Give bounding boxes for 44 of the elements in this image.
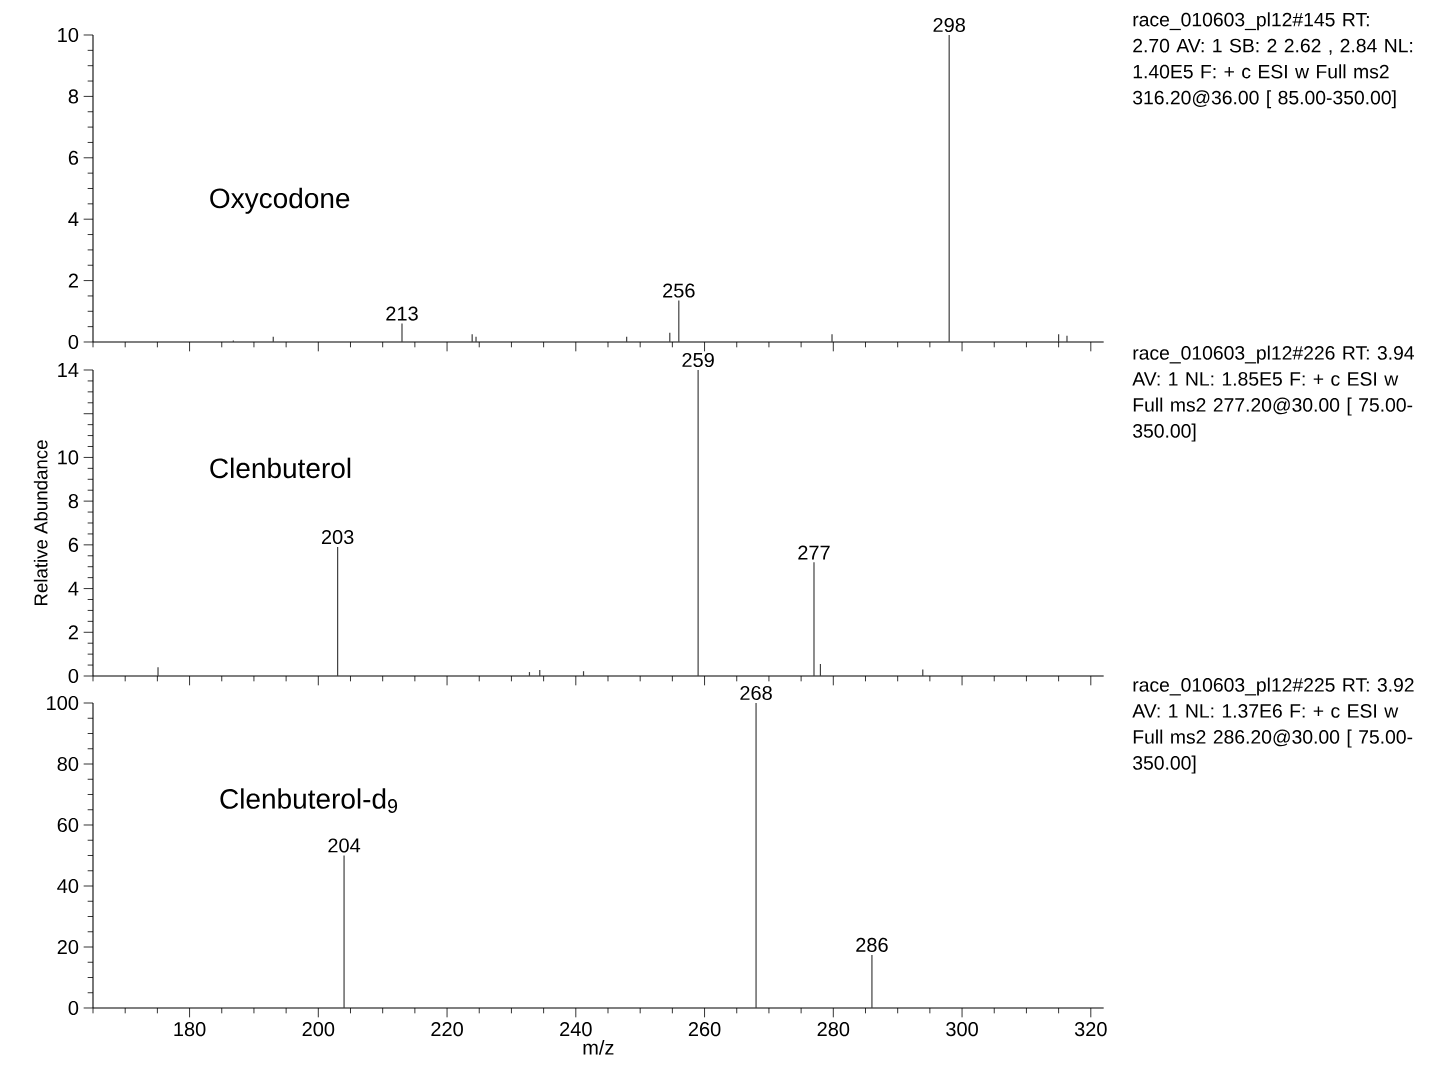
y-tick-label: 20 bbox=[57, 939, 79, 955]
x-tick-label: 260 bbox=[688, 1022, 721, 1037]
annotation: 204 bbox=[328, 838, 361, 853]
text: race_010603_pl12#225 RT: 3.92 AV: 1 NL: 1.37E6 F: + c ESI w Full ms2 286.20@30.00 [ 75.00-350.00] bbox=[1132, 677, 1414, 774]
y-tick-label: 14 bbox=[58, 363, 79, 377]
y-tick-label: 0 bbox=[68, 1000, 79, 1016]
x-axis-title: m/z bbox=[583, 1040, 614, 1055]
annotation: 213 bbox=[386, 306, 418, 321]
y-tick-label: 60 bbox=[57, 817, 79, 833]
annotation: 268 bbox=[740, 685, 772, 701]
annotation: 277 bbox=[798, 545, 830, 560]
y-tick-label: 2 bbox=[68, 273, 78, 288]
text: race_010603_pl12#226 RT: 3.94 AV: 1 NL: 1.85E5 F: + c ESI w Full ms2 277.20@30.00 [ 75.00-350.00] bbox=[1132, 345, 1414, 442]
y-tick-label: 10 bbox=[58, 27, 79, 43]
y-tick-label: 8 bbox=[68, 494, 79, 509]
annotation: 256 bbox=[663, 283, 695, 298]
y-tick-label: 6 bbox=[68, 537, 79, 552]
x-tick-label: 220 bbox=[431, 1022, 463, 1037]
y-tick-label: 4 bbox=[68, 581, 79, 596]
text: Oxycodone bbox=[210, 187, 350, 214]
annotation: 259 bbox=[682, 352, 714, 368]
annotation: 298 bbox=[933, 17, 965, 33]
text: Clenbuterol bbox=[210, 457, 351, 479]
y-tick-label: 8 bbox=[68, 89, 79, 104]
x-tick-label: 200 bbox=[302, 1022, 335, 1037]
y-axis-title: Relative Abundance bbox=[33, 440, 48, 606]
y-tick-label: 100 bbox=[47, 695, 79, 711]
x-tick-label: 180 bbox=[174, 1022, 206, 1037]
y-tick-label: 80 bbox=[57, 756, 79, 772]
y-tick-label: 0 bbox=[68, 668, 79, 684]
y-tick-label: 2 bbox=[68, 625, 78, 640]
annotation: 286 bbox=[856, 937, 888, 952]
text: race_010603_pl12#145 RT: 2.70 AV: 1 SB: 2 2.62 , 2.84 NL: 1.40E5 F: + c ESI w Full ms2 316.20@36.00 [ 85.00-350.00] bbox=[1133, 12, 1413, 109]
y-tick-label: 4 bbox=[68, 212, 79, 227]
annotation: 203 bbox=[321, 529, 354, 545]
x-tick-label: 240 bbox=[560, 1022, 592, 1037]
y-tick-label: 0 bbox=[68, 334, 79, 350]
text: Clenbuterol-d$_{9}$ bbox=[220, 788, 398, 813]
x-tick-label: 320 bbox=[1074, 1022, 1107, 1037]
x-tick-label: 280 bbox=[817, 1022, 850, 1037]
y-tick-label: 10 bbox=[58, 450, 79, 465]
y-tick-label: 6 bbox=[68, 150, 79, 165]
y-tick-label: 40 bbox=[57, 878, 79, 894]
x-tick-label: 300 bbox=[946, 1022, 978, 1037]
